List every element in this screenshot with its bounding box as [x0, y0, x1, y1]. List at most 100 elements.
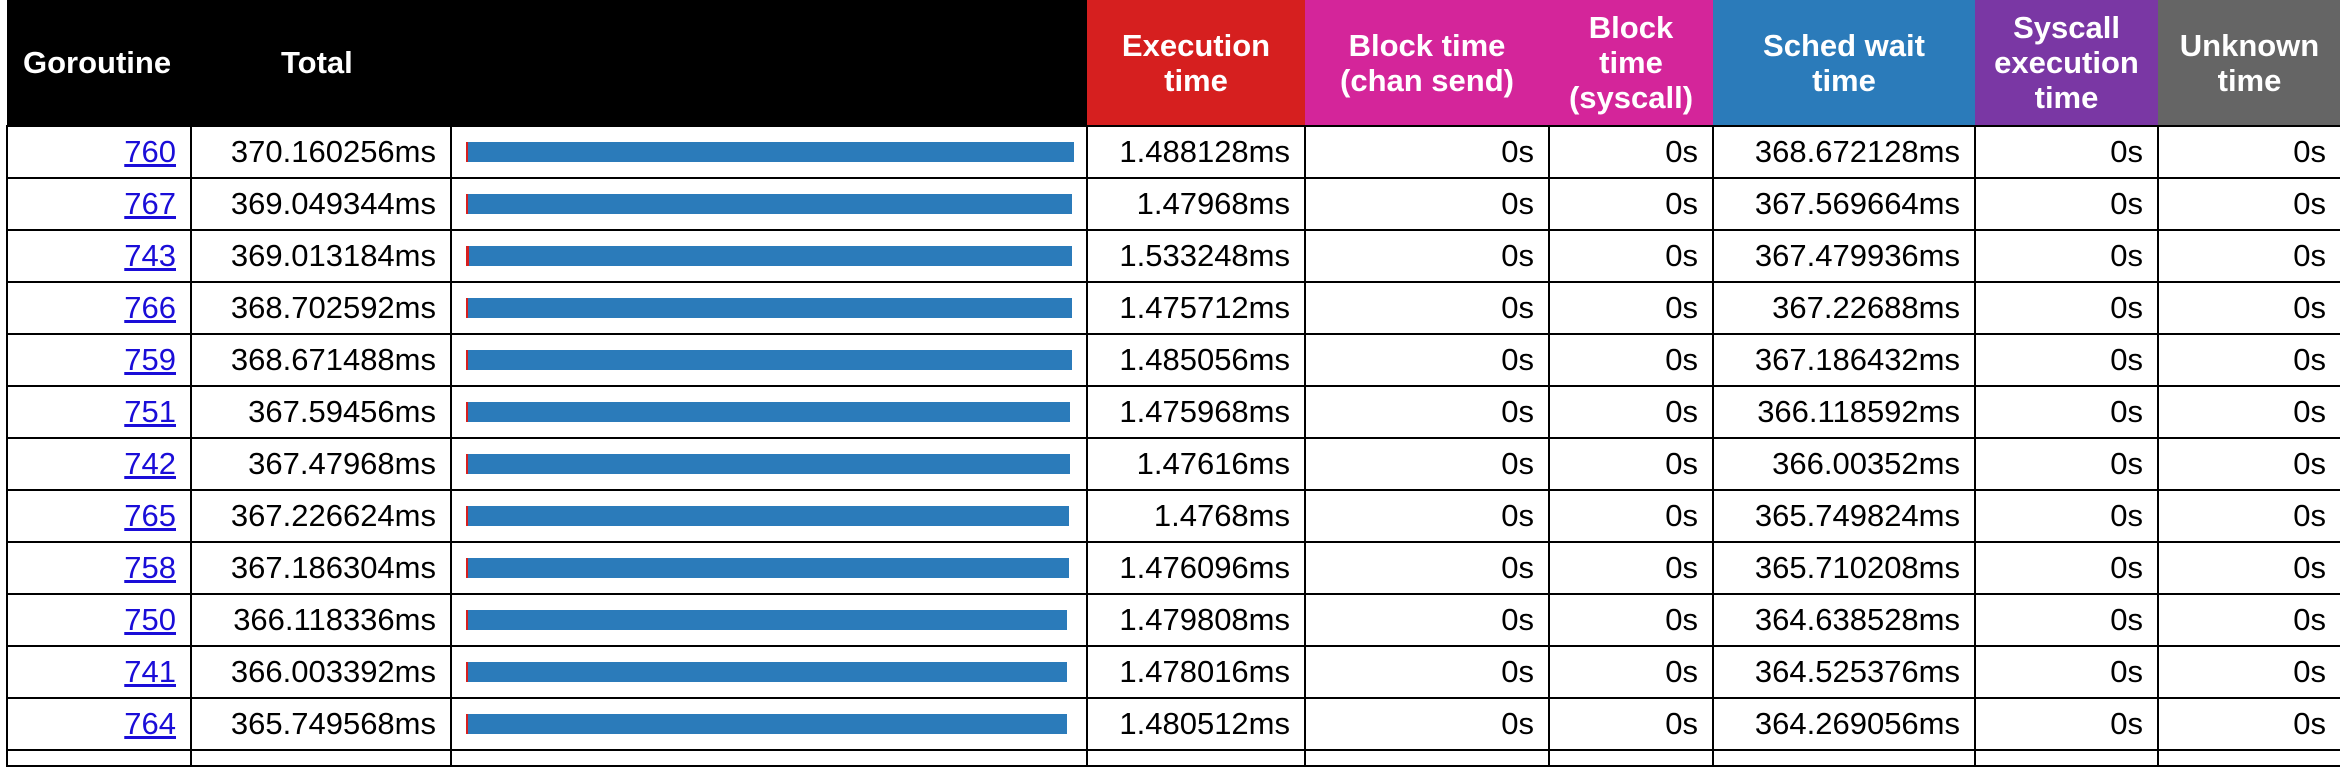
header-total[interactable]: Total — [191, 0, 1087, 126]
partial-cell — [1086, 749, 1306, 767]
execution-time-cell: 1.485056ms — [1086, 333, 1306, 387]
header-execution-line-1: Execution — [1121, 27, 1271, 63]
goroutine-link[interactable]: 766 — [124, 290, 176, 325]
bar-segment-sched-wait — [468, 558, 1070, 578]
unknown-time-cell: 0s — [2157, 385, 2340, 439]
block-syscall-cell: 0s — [1548, 645, 1714, 699]
time-breakdown-bar-cell — [450, 541, 1088, 595]
header-row: Goroutine Total Execution time Block tim… — [7, 0, 2340, 126]
bar-segment-execution — [466, 662, 469, 682]
goroutine-cell: 742 — [6, 437, 192, 491]
syscall-exec-cell: 0s — [1974, 229, 2159, 283]
sched-wait-time-cell: 365.710208ms — [1712, 541, 1976, 595]
block-chan-send-cell: 0s — [1304, 645, 1550, 699]
goroutine-cell: 765 — [6, 489, 192, 543]
goroutine-link[interactable]: 751 — [124, 394, 176, 429]
bar-segment-execution — [466, 350, 469, 370]
block-syscall-cell: 0s — [1548, 333, 1714, 387]
goroutine-link[interactable]: 743 — [124, 238, 176, 273]
block-syscall-cell: 0s — [1548, 281, 1714, 335]
execution-time-cell: 1.47968ms — [1086, 177, 1306, 231]
header-sysexec-line-2: execution — [1994, 45, 2139, 80]
partial-cell — [1304, 749, 1550, 767]
header-execution-time[interactable]: Execution time — [1087, 0, 1305, 126]
execution-time-cell: 1.475968ms — [1086, 385, 1306, 439]
goroutine-link[interactable]: 742 — [124, 446, 176, 481]
unknown-time-cell: 0s — [2157, 333, 2340, 387]
bar-segment-execution — [466, 142, 469, 162]
time-breakdown-bar-cell — [450, 385, 1088, 439]
goroutine-link[interactable]: 750 — [124, 602, 176, 637]
header-block-syscall-line-3: (syscall) — [1568, 80, 1694, 115]
header-block-time-syscall[interactable]: Block time (syscall) — [1549, 0, 1713, 126]
unknown-time-cell: 0s — [2157, 541, 2340, 595]
bar-segment-execution — [466, 402, 469, 422]
total-time-cell: 368.702592ms — [190, 281, 452, 335]
goroutine-link[interactable]: 765 — [124, 498, 176, 533]
table-row: 750 366.118336ms 1.479808ms 0s 0s 364.638528m… — [6, 593, 2340, 647]
time-breakdown-bar — [466, 142, 1074, 162]
block-syscall-cell: 0s — [1548, 177, 1714, 231]
header-block-time-chan-send[interactable]: Block time (chan send) — [1305, 0, 1549, 126]
execution-time-cell: 1.4768ms — [1086, 489, 1306, 543]
sched-wait-time-cell: 365.749824ms — [1712, 489, 1976, 543]
bar-segment-execution — [466, 714, 469, 734]
bar-segment-sched-wait — [468, 246, 1073, 266]
table-row: 758 367.186304ms 1.476096ms 0s 0s 365.710208m… — [6, 541, 2340, 595]
bar-segment-execution — [466, 558, 469, 578]
time-breakdown-bar-cell — [450, 489, 1088, 543]
goroutine-link[interactable]: 767 — [124, 186, 176, 221]
execution-time-cell: 1.479808ms — [1086, 593, 1306, 647]
header-sched-line-2: time — [1812, 62, 1876, 98]
table-row: 759 368.671488ms 1.485056ms 0s 0s 367.186432m… — [6, 333, 2340, 387]
goroutine-link[interactable]: 758 — [124, 550, 176, 585]
time-breakdown-bar-cell — [450, 437, 1088, 491]
goroutine-link[interactable]: 741 — [124, 654, 176, 689]
syscall-exec-cell: 0s — [1974, 593, 2159, 647]
time-breakdown-bar-cell — [450, 593, 1088, 647]
unknown-time-cell: 0s — [2157, 645, 2340, 699]
partial-cell — [1548, 749, 1714, 767]
partial-cell — [450, 749, 1088, 767]
block-syscall-cell: 0s — [1548, 437, 1714, 491]
header-unknown-line-1: Unknown — [2179, 27, 2320, 63]
syscall-exec-cell: 0s — [1974, 281, 2159, 335]
time-breakdown-bar — [466, 454, 1072, 474]
header-block-chan-line-1: Block time — [1348, 27, 1506, 63]
goroutine-cell: 759 — [6, 333, 192, 387]
bar-segment-sched-wait — [468, 194, 1073, 214]
sched-wait-time-cell: 367.186432ms — [1712, 333, 1976, 387]
syscall-exec-cell: 0s — [1974, 697, 2159, 751]
header-unknown-time[interactable]: Unknown time — [2158, 0, 2340, 126]
total-time-cell: 369.013184ms — [190, 229, 452, 283]
table-row: 741 366.003392ms 1.478016ms 0s 0s 364.525376m… — [6, 645, 2340, 699]
execution-time-cell: 1.476096ms — [1086, 541, 1306, 595]
table-row: 767 369.049344ms 1.47968ms 0s 0s 367.569664ms… — [6, 177, 2340, 231]
total-time-cell: 367.186304ms — [190, 541, 452, 595]
goroutine-link[interactable]: 764 — [124, 706, 176, 741]
partial-cell — [2157, 749, 2340, 767]
goroutine-link[interactable]: 760 — [124, 134, 176, 169]
time-breakdown-bar — [466, 298, 1072, 318]
table-row: 743 369.013184ms 1.533248ms 0s 0s 367.479936m… — [6, 229, 2340, 283]
block-chan-send-cell: 0s — [1304, 541, 1550, 595]
header-syscall-execution-time[interactable]: Syscall execution time — [1975, 0, 2158, 126]
bar-segment-sched-wait — [468, 506, 1070, 526]
execution-time-cell: 1.488128ms — [1086, 125, 1306, 179]
time-breakdown-bar — [466, 402, 1072, 422]
table-body: 760 370.160256ms 1.488128ms 0s 0s 368.672128m… — [6, 125, 2340, 767]
block-syscall-cell: 0s — [1548, 697, 1714, 751]
goroutine-link[interactable]: 759 — [124, 342, 176, 377]
time-breakdown-bar-cell — [450, 177, 1088, 231]
header-sched-wait-time[interactable]: Sched wait time — [1713, 0, 1975, 126]
block-syscall-cell: 0s — [1548, 125, 1714, 179]
sched-wait-time-cell: 367.479936ms — [1712, 229, 1976, 283]
bar-segment-execution — [466, 298, 469, 318]
bar-segment-sched-wait — [468, 662, 1068, 682]
block-chan-send-cell: 0s — [1304, 697, 1550, 751]
time-breakdown-bar — [466, 246, 1073, 266]
sched-wait-time-cell: 368.672128ms — [1712, 125, 1976, 179]
header-goroutine[interactable]: Goroutine — [7, 0, 191, 126]
goroutine-cell: 766 — [6, 281, 192, 335]
block-chan-send-cell: 0s — [1304, 593, 1550, 647]
